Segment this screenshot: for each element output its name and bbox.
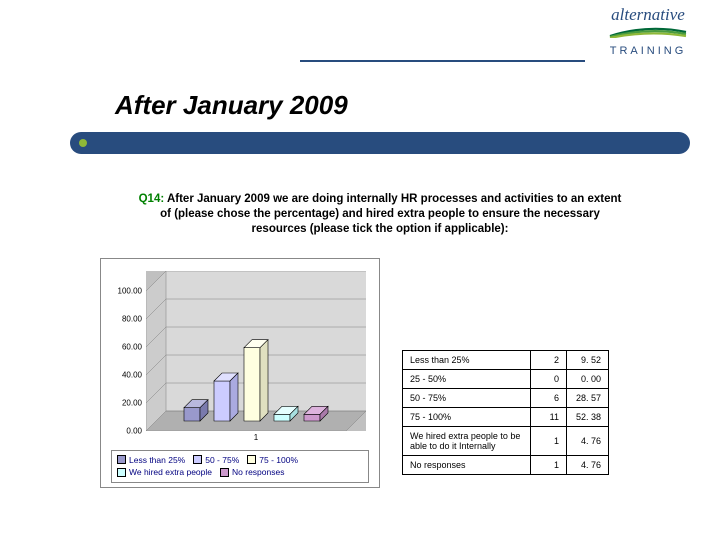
chart-bars — [146, 271, 366, 431]
table-row: 50 - 75%628. 57 — [403, 389, 609, 408]
legend-swatch-icon — [117, 468, 126, 477]
table-cell-pct: 28. 57 — [567, 389, 609, 408]
table-cell-pct: 0. 00 — [567, 370, 609, 389]
legend-label: Less than 25% — [129, 454, 185, 467]
legend-swatch-icon — [220, 468, 229, 477]
legend-label: No responses — [232, 466, 284, 479]
table-cell-count: 11 — [531, 408, 567, 427]
table-row: No responses14. 76 — [403, 456, 609, 475]
table-cell-label: 50 - 75% — [403, 389, 531, 408]
table-cell-count: 2 — [531, 351, 567, 370]
legend-item-0: Less than 25% — [117, 454, 185, 467]
table-cell-count: 0 — [531, 370, 567, 389]
y-tick-0: 0.00 — [126, 427, 142, 436]
bar-hired-extra — [274, 406, 298, 421]
y-tick-3: 60.00 — [122, 343, 142, 352]
table-cell-label: 25 - 50% — [403, 370, 531, 389]
legend-label: We hired extra people — [129, 466, 212, 479]
chart-legend: Less than 25% 50 - 75% 75 - 100% We hire… — [111, 450, 369, 484]
legend-swatch-icon — [117, 455, 126, 464]
chart-plot: 0.00 20.00 40.00 60.00 80.00 100.00 1 — [146, 271, 366, 431]
table-cell-label: 75 - 100% — [403, 408, 531, 427]
bar-75-100 — [244, 340, 268, 421]
legend-label: 50 - 75% — [205, 454, 239, 467]
legend-swatch-icon — [247, 455, 256, 464]
legend-item-2: 75 - 100% — [247, 454, 298, 467]
legend-item-4: No responses — [220, 466, 284, 479]
table-cell-label: We hired extra people to be able to do i… — [403, 427, 531, 456]
y-tick-2: 40.00 — [122, 371, 142, 380]
question-label: Q14: — [139, 193, 165, 205]
table-cell-pct: 4. 76 — [567, 456, 609, 475]
legend-item-1: 50 - 75% — [193, 454, 239, 467]
bar-less-than-25 — [184, 400, 208, 421]
bullet-dot-icon — [79, 139, 87, 147]
table-row: Less than 25%29. 52 — [403, 351, 609, 370]
page-title: After January 2009 — [115, 90, 348, 121]
y-tick-4: 80.00 — [122, 315, 142, 324]
question-text: Q14: After January 2009 we are doing int… — [135, 192, 625, 237]
table-row: 75 - 100%1152. 38 — [403, 408, 609, 427]
title-bar — [70, 132, 690, 154]
bar-no-responses — [304, 406, 328, 421]
table-cell-count: 1 — [531, 427, 567, 456]
legend-label: 75 - 100% — [259, 454, 298, 467]
table-cell-count: 6 — [531, 389, 567, 408]
logo-bottom-text: TRAINING — [588, 45, 708, 57]
table-cell-pct: 52. 38 — [567, 408, 609, 427]
bar-50-75 — [214, 373, 238, 421]
top-divider — [300, 60, 585, 62]
logo-top-text: alternative — [588, 5, 708, 25]
table-cell-pct: 4. 76 — [567, 427, 609, 456]
table-row: 25 - 50%00. 00 — [403, 370, 609, 389]
table-cell-count: 1 — [531, 456, 567, 475]
logo: alternative TRAINING — [588, 5, 708, 55]
legend-item-3: We hired extra people — [117, 466, 212, 479]
question-body: After January 2009 we are doing internal… — [160, 193, 621, 235]
chart-container: 0.00 20.00 40.00 60.00 80.00 100.00 1 — [100, 258, 380, 488]
slide: alternative TRAINING After January 2009 … — [0, 0, 720, 540]
data-table: Less than 25%29. 52 25 - 50%00. 00 50 - … — [402, 350, 609, 475]
table-cell-pct: 9. 52 — [567, 351, 609, 370]
x-category: 1 — [254, 433, 258, 442]
table-cell-label: No responses — [403, 456, 531, 475]
y-tick-1: 20.00 — [122, 399, 142, 408]
table-cell-label: Less than 25% — [403, 351, 531, 370]
y-tick-5: 100.00 — [118, 287, 142, 296]
table-row: We hired extra people to be able to do i… — [403, 427, 609, 456]
legend-swatch-icon — [193, 455, 202, 464]
logo-swoosh-icon — [608, 26, 688, 38]
